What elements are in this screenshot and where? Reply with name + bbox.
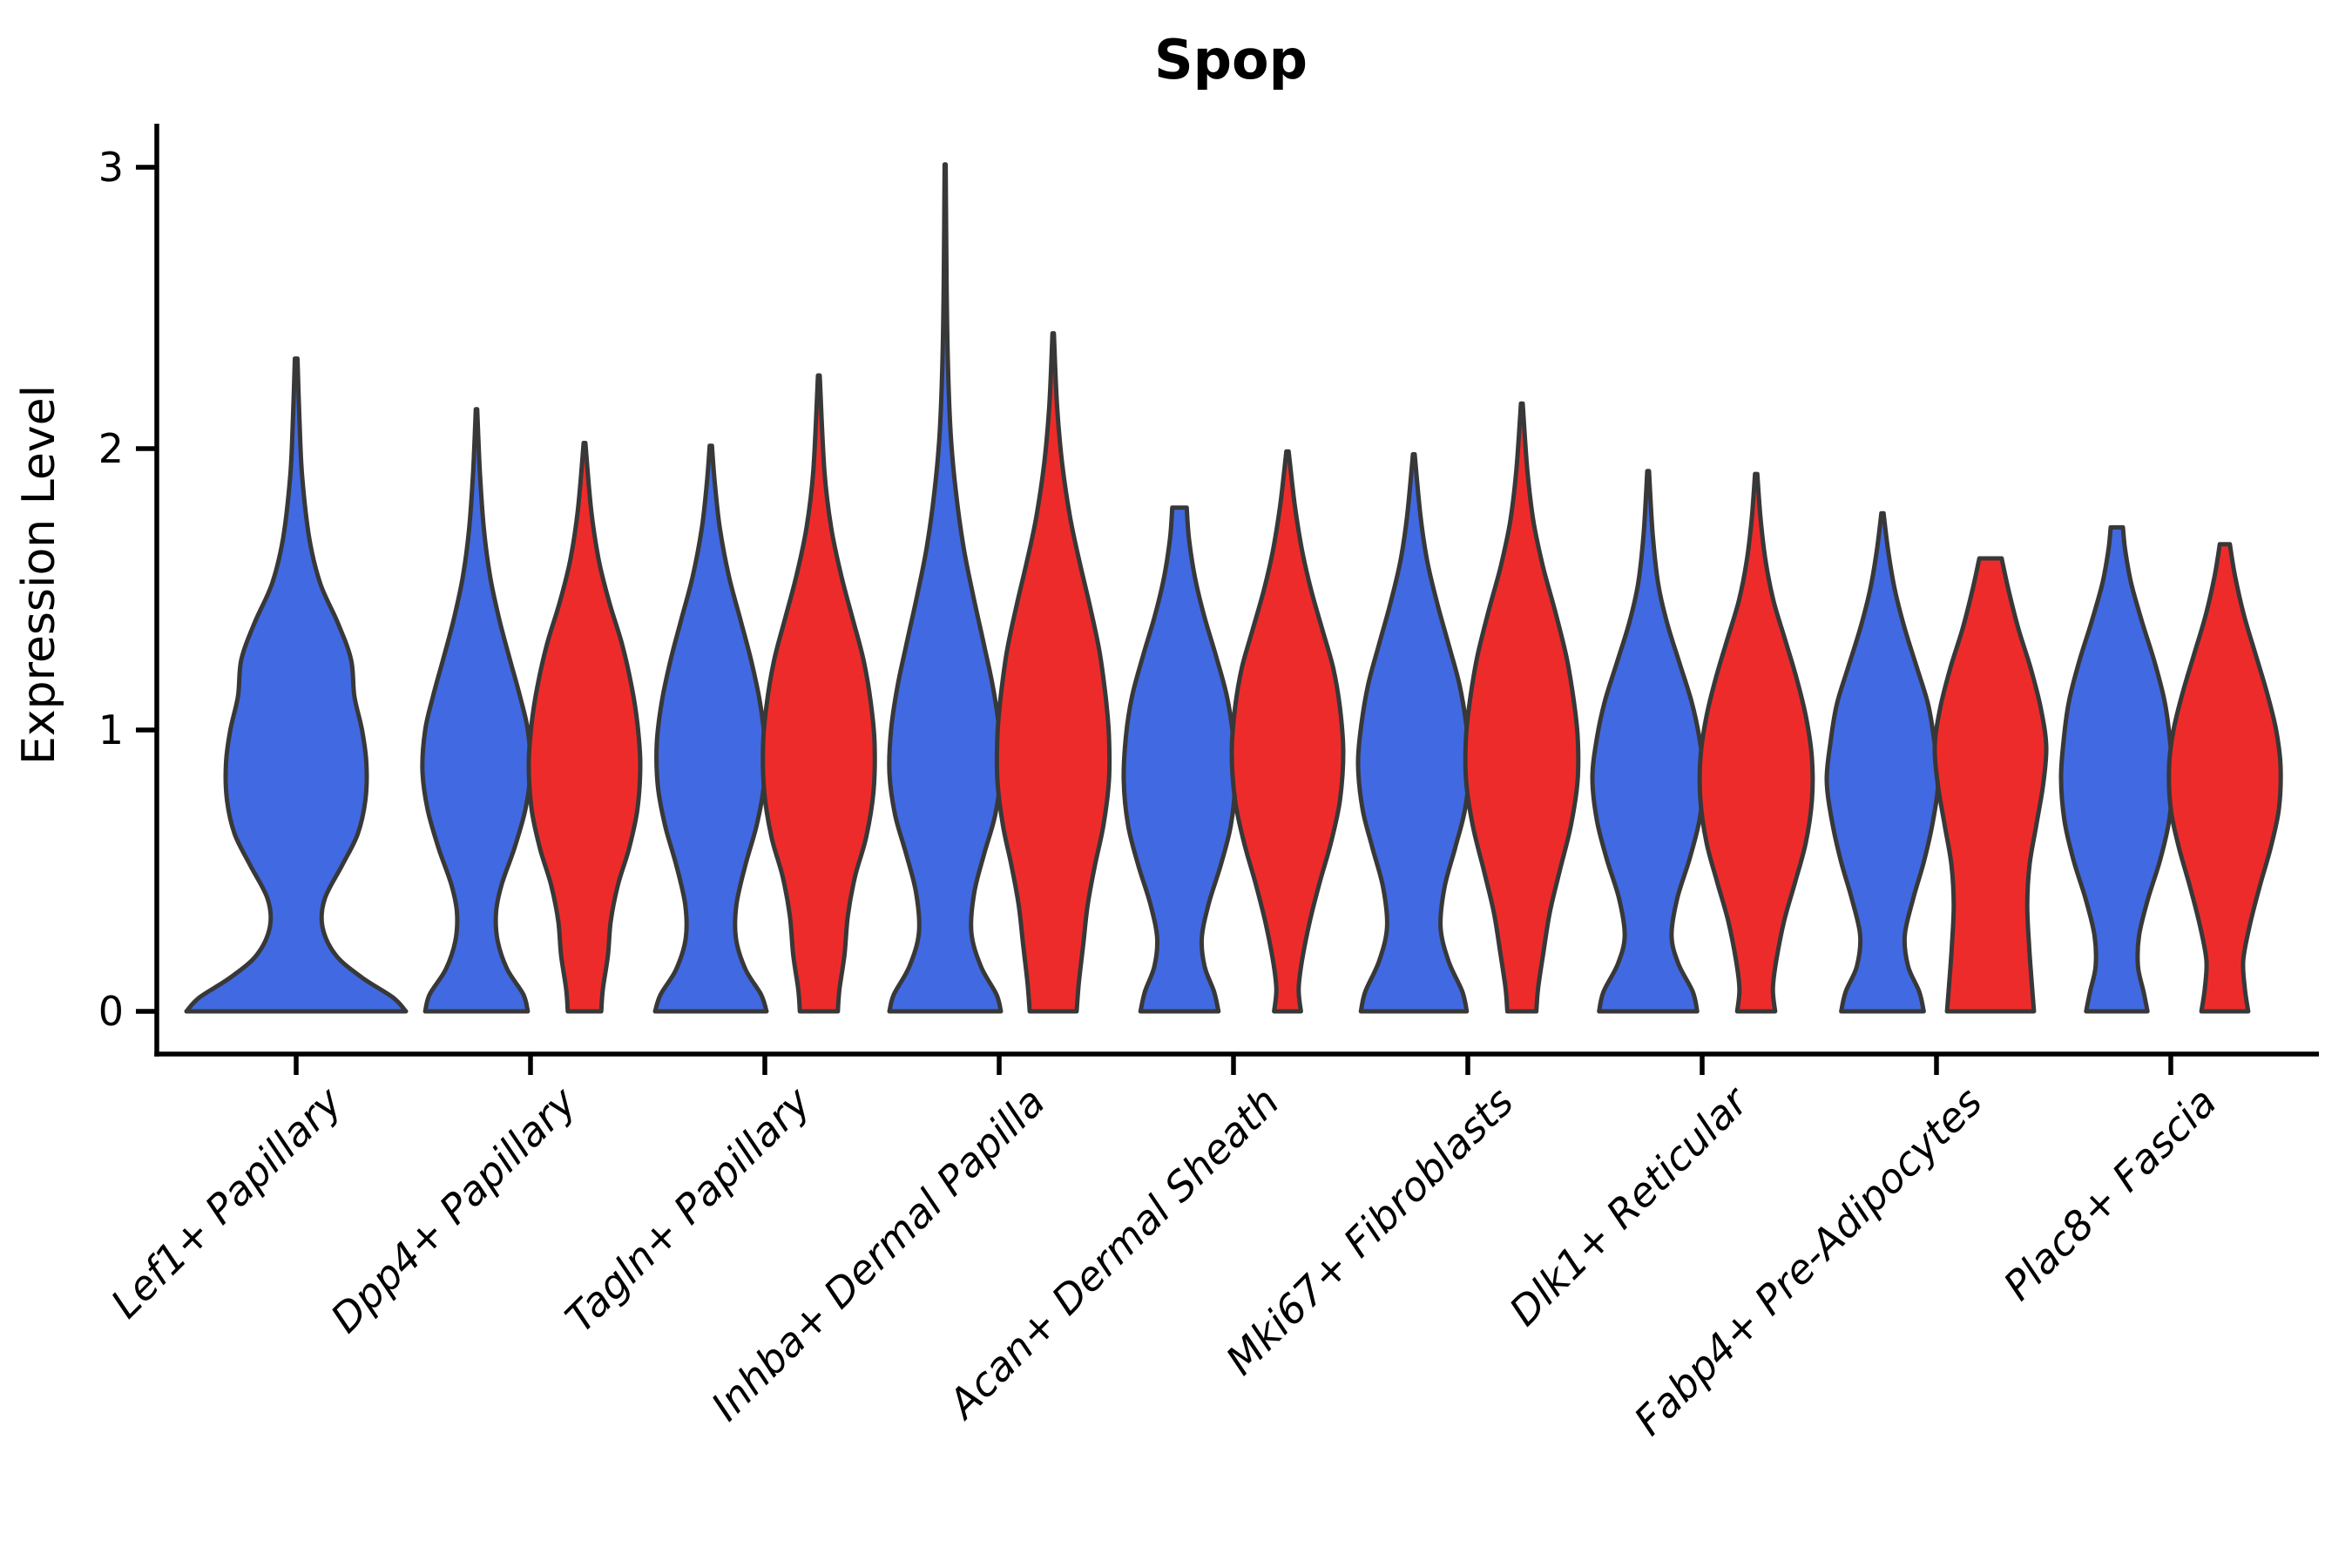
x-tick-label: Lef1+ Papillary bbox=[102, 1078, 351, 1327]
y-tick-label: 3 bbox=[98, 144, 124, 191]
violins-group bbox=[184, 162, 2283, 1014]
violin-acan-dermal-sheath-condition-red bbox=[1229, 449, 1346, 1014]
violin-fabp4-pre-adipocytes-condition-red bbox=[1932, 556, 2049, 1014]
violin-fabp4-pre-adipocytes-condition-blue bbox=[1824, 510, 1941, 1014]
violin-mki67-fibroblasts-condition-blue bbox=[1355, 452, 1472, 1014]
violin-dpp4-papillary-condition-red bbox=[526, 441, 643, 1014]
plot-title: Spop bbox=[1154, 28, 1308, 91]
y-tick-label: 0 bbox=[98, 988, 124, 1035]
violin-tagln-papillary-condition-blue bbox=[652, 443, 769, 1014]
violin-dlk1-reticular-condition-red bbox=[1697, 471, 1815, 1014]
violin-dpp4-papillary-condition-blue bbox=[420, 407, 533, 1014]
y-tick-label: 1 bbox=[98, 706, 124, 754]
violin-tagln-papillary-condition-red bbox=[760, 373, 877, 1014]
violin-acan-dermal-sheath-condition-blue bbox=[1121, 505, 1238, 1014]
violin-plac8-fascia-condition-blue bbox=[2058, 524, 2175, 1014]
violin-inhba-dermal-papilla-condition-blue bbox=[887, 162, 1004, 1014]
violin-plac8-fascia-condition-red bbox=[2166, 542, 2283, 1014]
violin-lef1-papillary-condition-blue bbox=[184, 356, 409, 1014]
y-tick-label: 2 bbox=[98, 425, 124, 472]
violin-dlk1-reticular-condition-blue bbox=[1590, 469, 1707, 1014]
x-tick-label: Tagln+ Papillary bbox=[556, 1078, 820, 1342]
violin-mki67-fibroblasts-condition-red bbox=[1463, 401, 1581, 1014]
y-axis-label: Expression Level bbox=[13, 385, 65, 765]
x-tick-label: Dlk1+ Reticular bbox=[1500, 1076, 1759, 1335]
x-tick-label: Dpp4+ Papillary bbox=[321, 1078, 585, 1342]
violin-inhba-dermal-papilla-condition-red bbox=[994, 331, 1112, 1014]
x-tick-label: Plac8+ Fascia bbox=[1994, 1078, 2225, 1309]
